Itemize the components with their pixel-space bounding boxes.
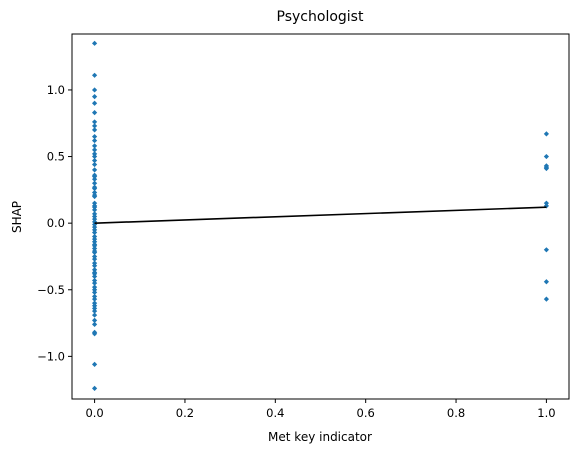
y-axis: −1.0 −0.5 0.0 0.5 1.0 — [37, 83, 72, 363]
scatter-point — [543, 279, 550, 285]
scatter-point — [91, 161, 98, 168]
scatter-point — [543, 203, 550, 209]
scatter-point — [91, 248, 98, 254]
scatter-point — [91, 176, 98, 182]
x-tick-label: 0.6 — [357, 406, 375, 420]
scatter-point — [91, 312, 98, 318]
scatter-point — [91, 321, 98, 328]
scatter-point — [543, 153, 550, 160]
scatter-point — [91, 207, 98, 213]
scatter-point — [91, 256, 98, 262]
scatter-point — [91, 200, 98, 206]
x-axis-label: Met key indicator — [268, 430, 372, 444]
scatter-point — [91, 305, 98, 312]
y-tick-label: 0.0 — [47, 216, 65, 230]
scatter-point — [91, 40, 98, 46]
scatter-point — [91, 245, 98, 252]
scatter-point — [91, 123, 98, 129]
scatter-point — [91, 133, 98, 140]
scatter-point — [91, 296, 98, 302]
scatter-point — [91, 100, 98, 106]
x-tick-label: 0.4 — [266, 406, 284, 420]
scatter-point — [91, 192, 98, 198]
scatter-point — [91, 173, 98, 180]
scatter-point — [91, 184, 98, 190]
axes-frame — [71, 33, 570, 400]
x-tick-label: 0.8 — [447, 406, 465, 420]
x-axis: 0.0 0.2 0.4 0.6 0.8 1.0 — [85, 399, 556, 420]
scatter-point — [543, 247, 550, 253]
scatter-point — [91, 233, 98, 240]
scatter-point — [91, 227, 98, 233]
scatter-point — [91, 189, 98, 196]
scatter-point — [543, 200, 550, 206]
scatter-point — [91, 263, 98, 269]
y-tick-label: 0.5 — [47, 150, 65, 164]
scatter-point — [91, 284, 98, 290]
scatter-point — [91, 303, 98, 309]
scatter-point — [91, 119, 98, 125]
scatter-point — [91, 211, 98, 217]
scatter-point — [91, 385, 98, 391]
scatter-point — [543, 164, 550, 170]
trend-line — [94, 206, 547, 224]
plot-area — [91, 40, 550, 391]
scatter-point — [91, 273, 98, 280]
scatter-point — [91, 87, 98, 93]
scatter-point — [91, 216, 98, 222]
scatter-point — [91, 317, 98, 324]
y-tick-label: −1.0 — [37, 349, 65, 363]
scatter-point — [91, 239, 98, 245]
scatter-point — [91, 287, 98, 293]
scatter-point — [91, 94, 98, 100]
y-tick-label: 1.0 — [47, 83, 65, 97]
scatter-point — [91, 241, 98, 248]
scatter-point — [91, 331, 98, 337]
y-tick-label: −0.5 — [37, 283, 65, 297]
scatter-point — [91, 269, 98, 276]
chart-title: Psychologist — [277, 9, 364, 25]
scatter-point — [543, 296, 550, 302]
x-tick-label: 0.2 — [176, 406, 194, 420]
scatter-point — [91, 180, 98, 186]
scatter-point — [91, 167, 98, 173]
scatter-point — [91, 204, 98, 210]
scatter-point — [91, 213, 98, 220]
scatter-point — [91, 361, 98, 367]
scatter-point — [91, 277, 98, 284]
scatter-point — [91, 280, 98, 286]
scatter-point — [91, 293, 98, 300]
scatter-point — [91, 72, 98, 78]
scatter-point — [91, 147, 98, 153]
y-axis-label: SHAP — [10, 201, 24, 233]
scatter-point — [91, 308, 98, 314]
scatter-point — [543, 131, 550, 137]
scatter-point — [91, 289, 98, 296]
scatter-point — [91, 109, 98, 116]
scatter-point — [91, 236, 98, 242]
scatter-point — [91, 137, 98, 144]
scatter-point — [91, 153, 98, 160]
scatter-point — [91, 127, 98, 133]
scatter-point — [91, 267, 98, 273]
scatter-point — [91, 157, 98, 164]
scatter-point — [91, 224, 98, 230]
x-tick-label: 1.0 — [537, 406, 555, 420]
scatter-point — [91, 151, 98, 157]
scatter-point — [91, 143, 98, 149]
scatter-point — [91, 253, 98, 260]
scatter-point — [91, 300, 98, 306]
scatter-point — [91, 260, 98, 266]
scatter-point — [91, 229, 98, 236]
x-tick-label: 0.0 — [85, 406, 103, 420]
